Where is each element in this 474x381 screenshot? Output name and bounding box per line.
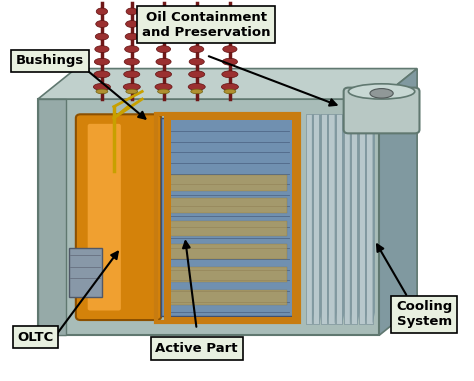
Ellipse shape xyxy=(188,83,205,90)
FancyBboxPatch shape xyxy=(164,114,171,322)
Ellipse shape xyxy=(189,58,204,65)
Polygon shape xyxy=(379,69,417,335)
Polygon shape xyxy=(350,114,352,324)
FancyBboxPatch shape xyxy=(164,115,292,120)
Polygon shape xyxy=(357,114,360,324)
Polygon shape xyxy=(38,69,417,99)
Ellipse shape xyxy=(125,33,138,40)
FancyBboxPatch shape xyxy=(164,317,292,322)
Ellipse shape xyxy=(190,33,203,40)
Polygon shape xyxy=(327,114,329,324)
Ellipse shape xyxy=(126,8,137,15)
FancyBboxPatch shape xyxy=(313,114,319,324)
FancyBboxPatch shape xyxy=(168,267,287,282)
Ellipse shape xyxy=(96,21,108,27)
FancyBboxPatch shape xyxy=(168,290,287,305)
FancyBboxPatch shape xyxy=(336,114,342,324)
FancyBboxPatch shape xyxy=(306,114,312,324)
Ellipse shape xyxy=(123,83,140,90)
FancyBboxPatch shape xyxy=(359,114,365,324)
FancyBboxPatch shape xyxy=(168,198,287,213)
Ellipse shape xyxy=(222,58,237,65)
Ellipse shape xyxy=(189,71,205,78)
Ellipse shape xyxy=(125,46,139,53)
Ellipse shape xyxy=(157,33,170,40)
Ellipse shape xyxy=(96,8,108,15)
Ellipse shape xyxy=(191,21,203,27)
Ellipse shape xyxy=(348,84,415,99)
Text: Oil Containment
and Preservation: Oil Containment and Preservation xyxy=(142,11,271,39)
FancyBboxPatch shape xyxy=(161,118,294,316)
FancyBboxPatch shape xyxy=(76,114,161,320)
Ellipse shape xyxy=(126,89,138,94)
Ellipse shape xyxy=(124,58,139,65)
Polygon shape xyxy=(342,114,345,324)
Ellipse shape xyxy=(96,89,108,94)
Ellipse shape xyxy=(222,71,238,78)
Text: Active Part: Active Part xyxy=(155,342,238,355)
FancyBboxPatch shape xyxy=(321,114,327,324)
Ellipse shape xyxy=(224,21,236,27)
FancyBboxPatch shape xyxy=(344,114,350,324)
FancyBboxPatch shape xyxy=(38,99,66,335)
Ellipse shape xyxy=(155,83,172,90)
FancyBboxPatch shape xyxy=(38,99,379,335)
Ellipse shape xyxy=(224,8,236,15)
Text: OLTC: OLTC xyxy=(18,331,54,344)
Ellipse shape xyxy=(157,21,170,27)
Ellipse shape xyxy=(155,71,172,78)
FancyBboxPatch shape xyxy=(292,114,299,322)
Ellipse shape xyxy=(223,46,237,53)
Ellipse shape xyxy=(224,89,236,94)
Ellipse shape xyxy=(190,46,204,53)
FancyBboxPatch shape xyxy=(351,114,357,324)
Ellipse shape xyxy=(156,46,171,53)
Ellipse shape xyxy=(370,88,393,98)
Ellipse shape xyxy=(191,8,202,15)
FancyBboxPatch shape xyxy=(328,114,335,324)
Ellipse shape xyxy=(156,58,171,65)
Text: Cooling
System: Cooling System xyxy=(396,300,452,328)
FancyBboxPatch shape xyxy=(344,88,419,133)
FancyBboxPatch shape xyxy=(168,175,287,190)
Ellipse shape xyxy=(94,58,109,65)
Ellipse shape xyxy=(94,71,110,78)
Polygon shape xyxy=(365,114,367,324)
Ellipse shape xyxy=(95,46,109,53)
FancyBboxPatch shape xyxy=(168,221,287,236)
Text: Bushings: Bushings xyxy=(16,54,84,67)
Ellipse shape xyxy=(221,83,238,90)
Ellipse shape xyxy=(157,89,170,94)
Ellipse shape xyxy=(124,71,140,78)
FancyBboxPatch shape xyxy=(366,114,373,324)
Ellipse shape xyxy=(93,83,110,90)
Ellipse shape xyxy=(95,33,109,40)
FancyBboxPatch shape xyxy=(88,124,121,311)
Ellipse shape xyxy=(158,8,169,15)
Ellipse shape xyxy=(126,21,138,27)
FancyBboxPatch shape xyxy=(168,244,287,259)
FancyBboxPatch shape xyxy=(69,248,102,297)
Polygon shape xyxy=(319,114,322,324)
Polygon shape xyxy=(335,114,337,324)
Polygon shape xyxy=(373,114,375,324)
Polygon shape xyxy=(312,114,314,324)
Ellipse shape xyxy=(223,33,237,40)
Ellipse shape xyxy=(191,89,202,94)
